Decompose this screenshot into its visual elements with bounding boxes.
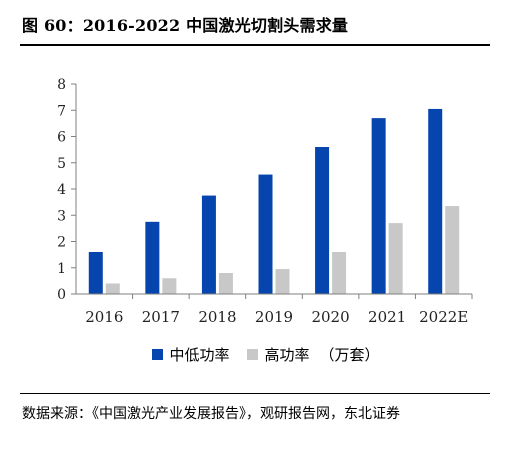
bars — [88, 108, 460, 294]
x-tick-label: 2019 — [255, 308, 293, 326]
bar-series1-2022E — [428, 108, 443, 294]
bar-chart: 0 1 2 3 4 5 6 7 8 2016 2017 2018 2019 2020 2021 2022E — [57, 77, 473, 326]
bar-series2-2018 — [218, 273, 233, 294]
y-tick-label: 5 — [57, 156, 66, 172]
y-tick-label: 8 — [57, 77, 66, 93]
source-note: 数据来源：《中国激光产业发展报告》，观研报告网，东北证券 — [22, 406, 400, 422]
y-tick-label: 6 — [57, 130, 66, 146]
x-axis: 2016 2017 2018 2019 2020 2021 2022E — [76, 293, 473, 326]
title-underline — [20, 44, 490, 46]
legend-label-series2: 高功率 — [264, 346, 310, 364]
y-tick-label: 4 — [57, 182, 66, 198]
x-tick-label: 2021 — [368, 308, 406, 326]
legend-item-series2: 高功率 （万套） — [247, 344, 380, 365]
legend-swatch-series2 — [247, 349, 259, 360]
y-tick-label: 0 — [57, 287, 66, 303]
x-tick-label: 2022E — [419, 308, 468, 326]
x-tick-label: 2016 — [85, 308, 123, 326]
x-tick-label: 2020 — [311, 308, 349, 326]
legend-label-series1: 中低功率 — [169, 346, 230, 364]
bar-series1-2021 — [371, 118, 386, 294]
y-tick-label: 3 — [57, 208, 66, 224]
bar-series1-2018 — [201, 195, 216, 294]
figure-title: 图 60：2016-2022 中国激光切割头需求量 — [22, 16, 349, 35]
bar-series2-2020 — [332, 252, 347, 294]
bar-series2-2021 — [388, 223, 403, 294]
bar-series1-2017 — [145, 221, 160, 294]
x-tick-label: 2018 — [198, 308, 236, 326]
legend-item-series1: 中低功率 — [152, 344, 229, 365]
bar-series1-2020 — [315, 147, 330, 294]
legend-swatch-series1 — [152, 349, 164, 360]
y-tick-label: 7 — [57, 103, 66, 119]
bar-series2-2022E — [445, 206, 460, 294]
legend-unit: （万套） — [319, 346, 380, 364]
bar-series2-2016 — [105, 283, 120, 294]
bar-series1-2016 — [88, 252, 103, 294]
y-axis: 0 1 2 3 4 5 6 7 8 — [57, 77, 77, 303]
bar-series2-2017 — [162, 278, 177, 294]
y-tick-label: 2 — [57, 235, 66, 251]
bar-series1-2019 — [258, 174, 273, 294]
bar-series2-2019 — [275, 269, 290, 294]
y-tick-label: 1 — [57, 261, 66, 277]
source-divider — [20, 393, 490, 394]
x-tick-label: 2017 — [142, 308, 180, 326]
legend: 中低功率 高功率 （万套） — [0, 344, 532, 365]
